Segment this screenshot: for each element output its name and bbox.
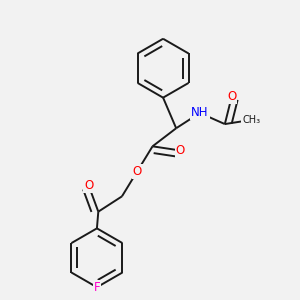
Text: O: O [84,179,93,192]
Text: O: O [227,90,236,103]
Text: CH₃: CH₃ [242,115,260,125]
Text: O: O [133,165,142,178]
Text: O: O [176,144,185,157]
Text: NH: NH [191,106,208,119]
Text: F: F [94,281,100,294]
